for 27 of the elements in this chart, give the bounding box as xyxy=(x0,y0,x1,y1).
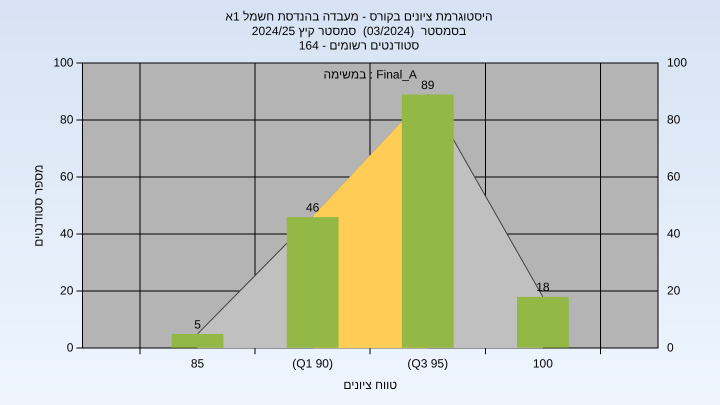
y-axis-title: מספר סטודנטים xyxy=(32,164,46,247)
x-tick-label: (Q3 95) xyxy=(407,356,448,371)
y-tick-label: 20 xyxy=(60,284,74,298)
y-tick-label: 0 xyxy=(66,340,74,355)
x-tick-label: 85 xyxy=(190,356,205,371)
bar xyxy=(516,296,569,348)
y-tick-label: 60 xyxy=(60,170,74,184)
chart-subtitle: בסמסטר (03/2024) סמסטר קיץ 2024/25 סטודנטים רשומים - 164 xyxy=(252,24,466,52)
bar xyxy=(286,217,339,348)
y2-tick-label: 0 xyxy=(666,340,674,355)
y2-tick-label: 80 xyxy=(666,112,681,127)
y2-tick-label: 40 xyxy=(666,226,681,241)
x-axis-title: טווח ציונים xyxy=(343,378,398,392)
data-label: 46 xyxy=(306,200,320,214)
x-tick-label: 100 xyxy=(532,356,554,371)
data-label: 89 xyxy=(421,78,435,92)
bar xyxy=(172,334,224,348)
data-label: 5 xyxy=(194,317,202,332)
y-tick-label: 80 xyxy=(60,112,74,127)
chart-title: היסטוגרמת ציונים בקורס - מעבדה בהנדסת חשמל 1א xyxy=(225,10,493,24)
y2-tick-label: 60 xyxy=(666,170,681,184)
x-tick-label: (Q1 90) xyxy=(292,356,333,371)
annotation: במשימה : Final_A xyxy=(323,68,417,82)
y-tick-label: 40 xyxy=(60,226,74,241)
y2-tick-label: 100 xyxy=(666,56,688,70)
y-tick-label: 100 xyxy=(53,56,74,70)
y2-tick-label: 20 xyxy=(666,284,681,298)
